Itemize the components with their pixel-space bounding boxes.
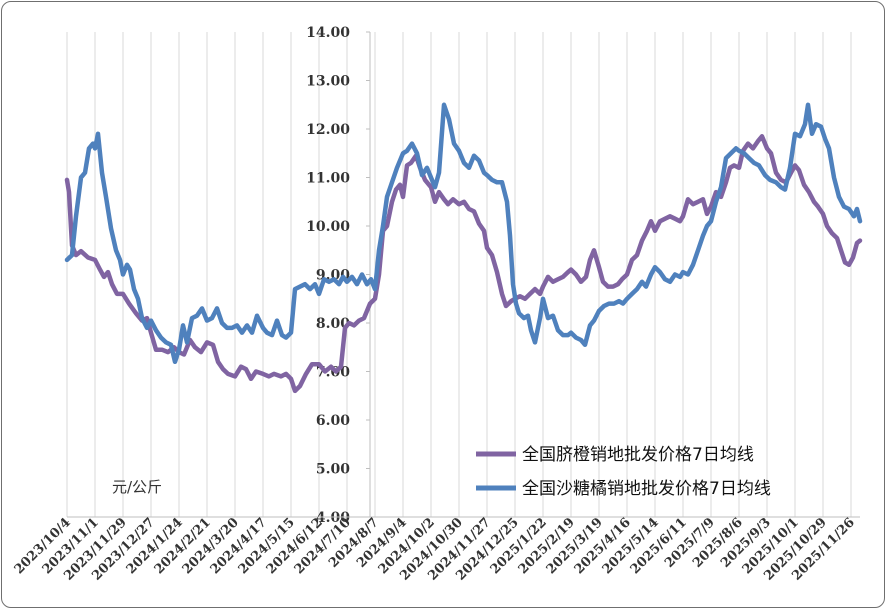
x-axis-tick-labels: 2023/10/42023/11/12023/11/292023/12/2720…	[12, 515, 858, 583]
y-tick-label: 14.00	[306, 25, 350, 41]
y-tick-label: 10.00	[306, 219, 350, 235]
y-tick-label: 12.00	[306, 122, 350, 138]
axes	[67, 31, 860, 518]
y-tick-label: 11.00	[306, 171, 350, 187]
series-line-shatang-mandarin	[64, 102, 863, 365]
y-tick-label: 8.00	[316, 316, 350, 332]
legend: 全国脐橙销地批发价格7日均线 全国沙糖橘销地批发价格7日均线	[476, 445, 771, 499]
legend-label-shatang-mandarin: 全国沙糖橘销地批发价格7日均线	[522, 479, 771, 499]
legend-label-navel-orange: 全国脐橙销地批发价格7日均线	[522, 445, 754, 465]
y-tick-label: 6.00	[316, 413, 350, 429]
series-lines	[64, 102, 863, 394]
unit-label: 元/公斤	[112, 478, 162, 496]
vertical-gridlines	[66, 32, 852, 517]
series-line-navel-orange	[64, 134, 863, 394]
y-tick-label: 4.00	[316, 510, 350, 526]
y-tick-label: 13.00	[306, 74, 350, 90]
y-tick-label: 5.00	[316, 462, 350, 478]
